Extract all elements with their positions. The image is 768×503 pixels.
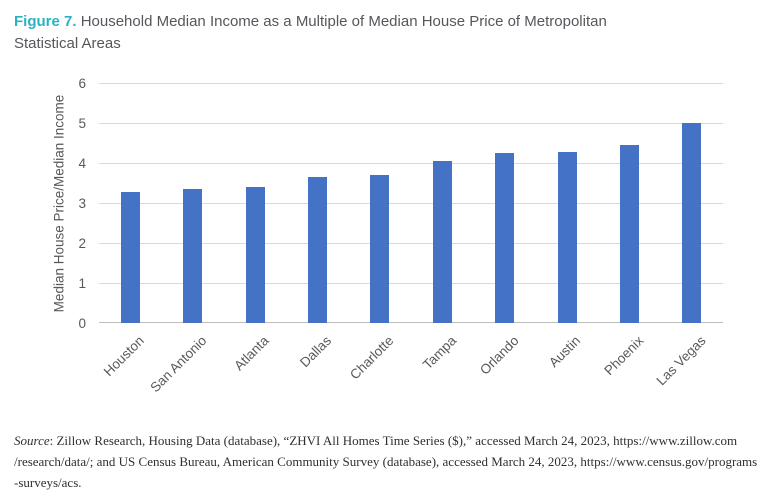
x-tick-label-dallas: Dallas [296,333,335,371]
x-tick-label-atlanta: Atlanta [231,333,272,374]
x-axis-line [99,322,723,323]
bar-austin [557,151,577,323]
bar-tampa [432,161,452,323]
figure-label: Figure 7. [14,13,77,30]
bar-orlando [495,153,515,323]
y-tick-label-5: 5 [78,116,86,131]
x-tick-label-houston: Houston [100,333,147,380]
y-tick-label-3: 3 [78,196,86,211]
source-line-2: /research/data/; and US Census Bureau, A… [14,454,758,469]
source-note: Source: Zillow Research, Housing Data (d… [14,430,766,493]
bar-dallas [307,176,327,323]
y-tick-label-6: 6 [78,76,86,91]
source-line-1: Source: Zillow Research, Housing Data (d… [14,430,766,451]
y-tick-label-0: 0 [78,316,86,331]
bar-phoenix [619,145,639,323]
source-line-1-text: : Zillow Research, Housing Data (databas… [49,433,738,448]
gridline-3 [99,203,723,204]
bar-san-antonio [183,189,203,323]
gridline-4 [99,163,723,164]
bar-houston [120,192,140,323]
gridline-1 [99,283,723,284]
bar-atlanta [245,187,265,323]
x-tick-label-orlando: Orlando [476,333,522,378]
x-tick-label-tampa: Tampa [419,333,459,373]
source-label: Source [14,433,50,448]
figure-title-text: Household Median Income as a Multiple of… [14,13,607,52]
x-tick-label-phoenix: Phoenix [600,333,647,379]
bar-charlotte [370,175,390,323]
gridline-5 [99,123,723,124]
source-line-3: -surveys/acs. [14,475,82,490]
x-tick-label-las-vegas: Las Vegas [653,333,709,389]
figure-title: Figure 7. Household Median Income as a M… [14,11,634,55]
gridline-6 [99,83,723,84]
bar-las-vegas [682,123,702,323]
y-tick-label-4: 4 [78,156,86,171]
gridline-2 [99,243,723,244]
x-tick-label-charlotte: Charlotte [347,333,397,383]
y-tick-label-2: 2 [78,236,86,251]
x-tick-label-san-antonio: San Antonio [147,333,210,396]
x-tick-label-austin: Austin [546,333,584,371]
y-tick-label-1: 1 [78,276,86,291]
